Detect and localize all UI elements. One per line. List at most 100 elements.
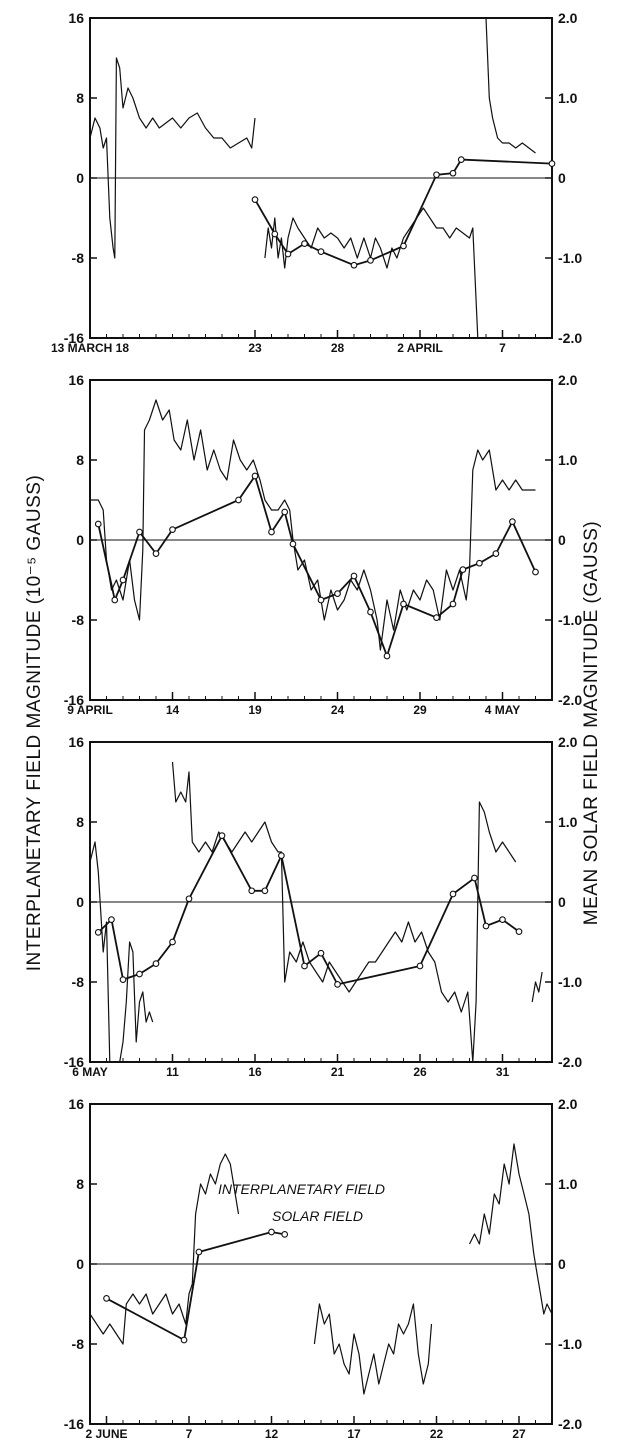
right-tick-label: 1.0 bbox=[558, 452, 578, 468]
solar-field-point bbox=[471, 874, 478, 882]
right-tick-label: 0 bbox=[558, 894, 566, 910]
solar-field-point bbox=[367, 257, 374, 264]
solar-field-point bbox=[499, 916, 506, 923]
solar-field-point bbox=[449, 169, 457, 177]
right-tick-label: -2.0 bbox=[558, 1054, 582, 1070]
solar-field-point bbox=[218, 832, 226, 839]
left-axis-title: INTERPLANETARY FIELD MAGNITUDE (10⁻⁵ GAU… bbox=[24, 475, 45, 972]
right-tick-label: -1.0 bbox=[558, 250, 582, 266]
solar-field-point bbox=[281, 508, 289, 516]
right-tick-label: 2.0 bbox=[558, 1096, 578, 1112]
x-tick-label: 17 bbox=[347, 1427, 361, 1441]
solar-field-point bbox=[317, 248, 325, 255]
x-tick-label: 14 bbox=[166, 703, 180, 717]
solar-field-point bbox=[459, 566, 467, 573]
x-tick-label: 11 bbox=[166, 1065, 179, 1079]
solar-field-point bbox=[548, 160, 556, 167]
x-tick-label: 4 MAY bbox=[485, 703, 521, 717]
solar-field-point bbox=[433, 171, 440, 179]
right-tick-label: 1.0 bbox=[558, 90, 578, 106]
x-tick-label: 22 bbox=[430, 1427, 444, 1441]
x-tick-label: 21 bbox=[331, 1065, 345, 1079]
solar-field-point bbox=[261, 887, 269, 895]
right-tick-label: 2.0 bbox=[558, 734, 578, 750]
solar-field-point bbox=[334, 981, 341, 988]
x-tick-label: 24 bbox=[331, 703, 345, 717]
solar-field-point bbox=[235, 496, 242, 504]
left-tick-label: -16 bbox=[64, 1416, 84, 1432]
interplanetary-field-line bbox=[90, 399, 536, 651]
solar-field-point bbox=[367, 608, 374, 616]
solar-field-point bbox=[532, 568, 539, 576]
solar-field-point bbox=[457, 156, 465, 163]
x-tick-label: 19 bbox=[248, 703, 262, 717]
left-tick-label: -16 bbox=[64, 692, 84, 708]
x-tick-label: 31 bbox=[496, 1065, 510, 1079]
annotation-label: SOLAR FIELD bbox=[272, 1208, 363, 1224]
interplanetary-field-line bbox=[531, 971, 543, 1003]
x-tick-label: 13 MARCH 18 bbox=[51, 341, 129, 355]
x-tick-label: 23 bbox=[248, 341, 262, 355]
solar-field-point bbox=[281, 1231, 289, 1238]
solar-field-point bbox=[433, 614, 440, 621]
solar-field-point bbox=[103, 1295, 110, 1302]
interplanetary-field-line bbox=[264, 207, 479, 339]
right-tick-label: 2.0 bbox=[558, 10, 578, 26]
interplanetary-field-line bbox=[468, 1143, 553, 1315]
solar-field-point bbox=[136, 528, 143, 536]
panel-4: 16 8 0 -8 -16 2.0 1.0 0 -1.0 -2.0 2 JUNE 7 12 17 22 27 I… bbox=[64, 1096, 583, 1441]
solar-field-point bbox=[383, 652, 391, 660]
left-tick-label: 8 bbox=[76, 90, 84, 106]
solar-field-point bbox=[251, 196, 259, 203]
solar-field-point bbox=[449, 890, 457, 898]
x-tick-label: 27 bbox=[512, 1427, 526, 1441]
x-tick-label: 12 bbox=[265, 1427, 279, 1441]
right-tick-label: -1.0 bbox=[558, 974, 582, 990]
left-tick-label: 16 bbox=[68, 1096, 84, 1112]
solar-field-point bbox=[334, 590, 341, 597]
left-tick-label: 0 bbox=[76, 170, 84, 186]
x-tick-label: 9 APRIL bbox=[67, 703, 113, 717]
solar-field-line bbox=[97, 473, 537, 659]
interplanetary-field-line bbox=[119, 941, 154, 1063]
solar-field-point bbox=[271, 230, 279, 238]
left-tick-label: 16 bbox=[68, 734, 84, 750]
solar-field-point bbox=[251, 472, 259, 480]
solar-field-point bbox=[248, 887, 256, 895]
left-tick-label: -16 bbox=[64, 330, 84, 346]
solar-field-point bbox=[449, 600, 457, 608]
left-tick-label: -8 bbox=[72, 612, 85, 628]
x-tick-label: 2 APRIL bbox=[397, 341, 443, 355]
panels-group: 16 8 0 -8 -16 2.0 1.0 0 -1.0 -2.0 13 MARCH 18 23 28 2… bbox=[51, 10, 582, 1441]
panel-1: 16 8 0 -8 -16 2.0 1.0 0 -1.0 -2.0 13 MARCH 18 23 28 2… bbox=[51, 10, 582, 355]
left-tick-label: 16 bbox=[68, 372, 84, 388]
x-tick-label: 6 MAY bbox=[72, 1065, 108, 1079]
left-tick-label: 0 bbox=[76, 1256, 84, 1272]
left-tick-label: 8 bbox=[76, 814, 84, 830]
panel-2: 16 8 0 -8 -16 2.0 1.0 0 -1.0 -2.0 9 APRIL 14 19 24 29 4… bbox=[64, 372, 583, 717]
solar-field-point bbox=[195, 1248, 203, 1256]
solar-field-point bbox=[119, 576, 127, 584]
right-axis-title: MEAN SOLAR FIELD MAGNITUDE (GAUSS) bbox=[581, 521, 602, 925]
solar-field-point bbox=[119, 976, 127, 983]
x-tick-label: 2 JUNE bbox=[85, 1427, 127, 1441]
solar-field-point bbox=[169, 938, 176, 946]
solar-field-point bbox=[492, 550, 500, 557]
solar-field-point bbox=[476, 559, 483, 567]
solar-field-point bbox=[268, 1228, 275, 1236]
x-tick-label: 7 bbox=[186, 1427, 193, 1441]
solar-field-point bbox=[515, 928, 523, 935]
solar-field-point bbox=[482, 922, 490, 930]
left-tick-label: -8 bbox=[72, 250, 85, 266]
right-tick-label: 1.0 bbox=[558, 814, 578, 830]
solar-field-point bbox=[185, 895, 193, 903]
right-tick-label: 0 bbox=[558, 1256, 566, 1272]
solar-field-point bbox=[301, 962, 308, 970]
left-tick-label: 16 bbox=[68, 10, 84, 26]
left-tick-label: -8 bbox=[72, 1336, 85, 1352]
solar-field-point bbox=[416, 962, 424, 970]
left-tick-label: -16 bbox=[64, 1054, 84, 1070]
left-tick-label: 0 bbox=[76, 894, 84, 910]
interplanetary-field-line bbox=[89, 1153, 240, 1345]
solar-field-point bbox=[400, 600, 407, 608]
